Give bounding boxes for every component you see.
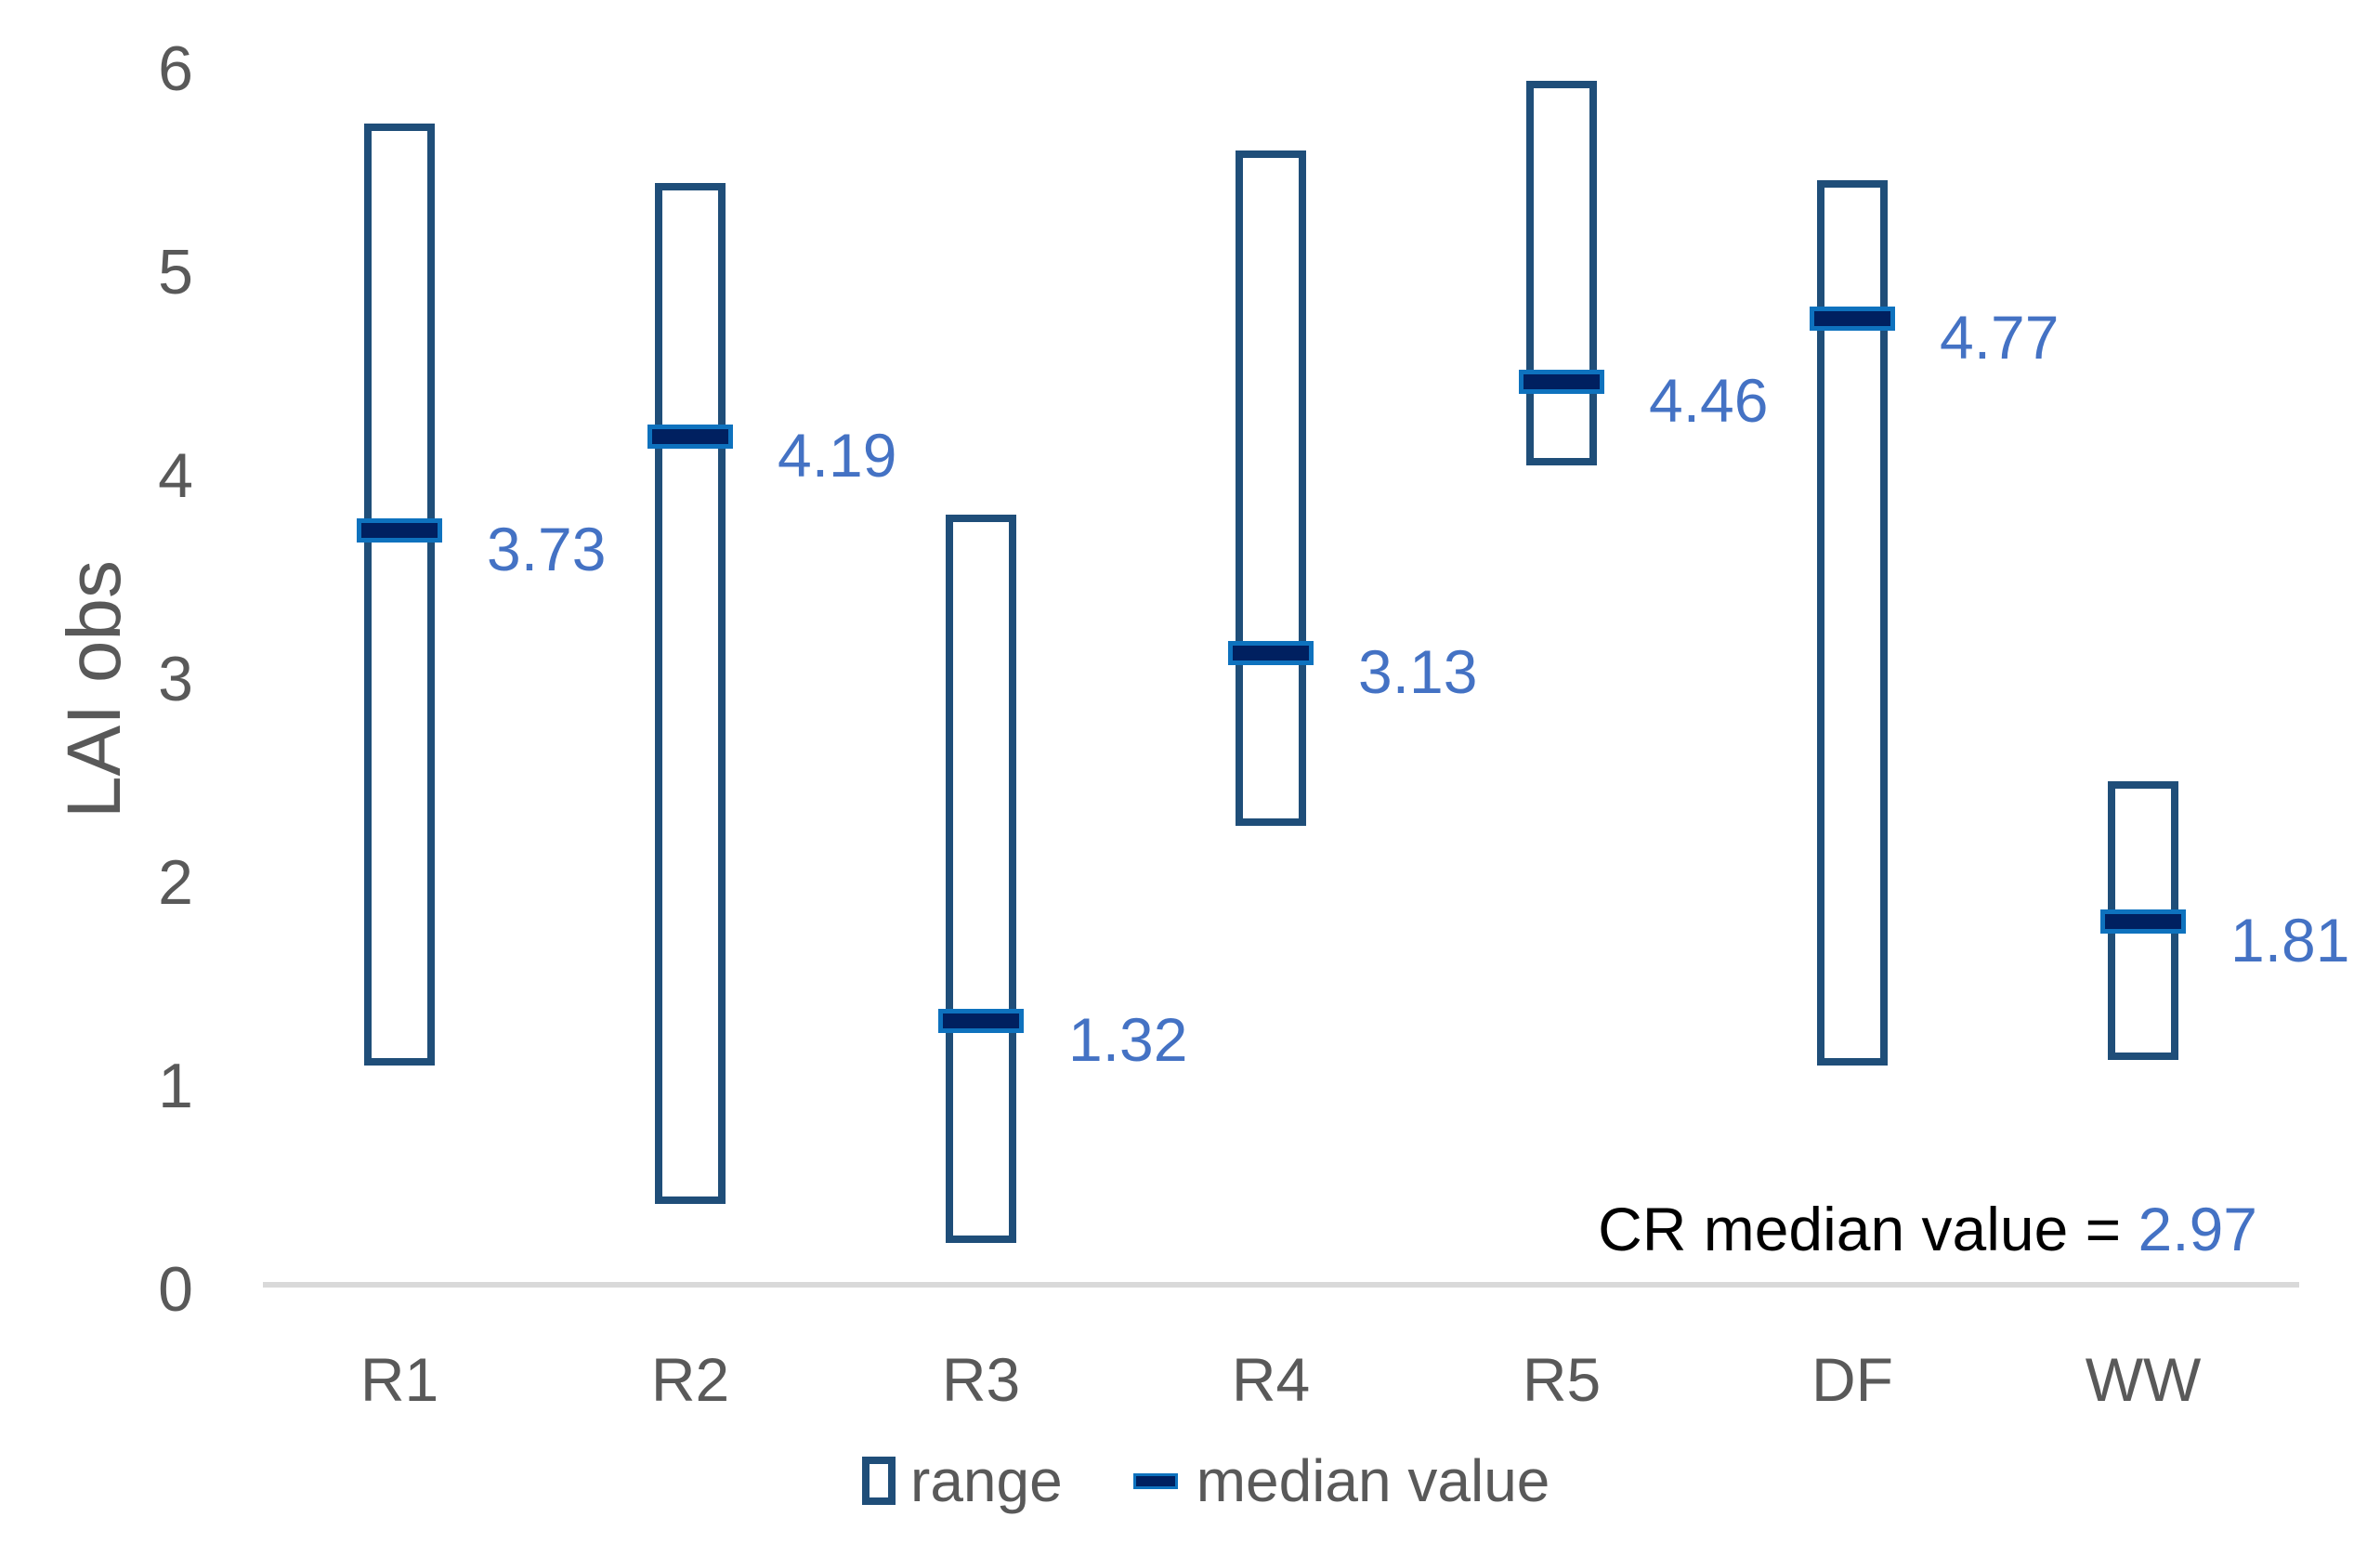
- annotation-text: CR median value =: [1598, 1195, 2138, 1263]
- y-tick-label: 4: [158, 440, 193, 511]
- median-value-label: 3.13: [1358, 637, 1478, 706]
- range-legend-icon: [862, 1457, 896, 1505]
- range-legend-label: range: [910, 1447, 1063, 1514]
- y-tick-label: 5: [158, 237, 193, 307]
- median-line: [647, 425, 733, 449]
- median-line: [2100, 909, 2186, 934]
- range-bar: [1526, 81, 1597, 465]
- y-tick-label: 1: [158, 1051, 193, 1121]
- x-axis-label: WW: [2085, 1345, 2202, 1414]
- y-tick-label: 0: [158, 1254, 193, 1325]
- median-value-label: 4.46: [1649, 366, 1769, 435]
- median-line: [1228, 641, 1314, 665]
- median-value-label: 4.77: [1940, 303, 2060, 372]
- y-tick-label: 2: [158, 847, 193, 918]
- median-value-label: 3.73: [487, 515, 607, 583]
- x-axis-label: R1: [360, 1345, 439, 1414]
- x-axis-label: R4: [1231, 1345, 1311, 1414]
- annotation-value: 2.97: [2138, 1195, 2257, 1263]
- range-bar: [655, 183, 726, 1204]
- median-line: [1519, 370, 1604, 394]
- x-axis-label: R3: [941, 1345, 1021, 1414]
- median-line: [1810, 307, 1895, 331]
- cr-median-annotation: CR median value = 2.97: [1449, 1192, 2257, 1266]
- median-line: [357, 518, 442, 543]
- median-value-label: 1.32: [1068, 1005, 1188, 1074]
- y-tick-label: 3: [158, 644, 193, 714]
- y-tick-label: 6: [158, 33, 193, 104]
- range-bar: [364, 124, 435, 1066]
- range-bar: [1236, 150, 1306, 826]
- median-legend-label: median value: [1196, 1447, 1550, 1514]
- x-axis-label: DF: [1811, 1345, 1893, 1414]
- range-bar: [946, 515, 1016, 1243]
- median-value-label: 1.81: [2230, 906, 2350, 974]
- median-value-label: 4.19: [778, 421, 897, 490]
- median-legend-icon: [1132, 1472, 1178, 1489]
- legend: range median value: [862, 1438, 1550, 1523]
- x-axis-line: [263, 1282, 2299, 1288]
- median-line: [938, 1009, 1024, 1033]
- x-axis-label: R5: [1522, 1345, 1602, 1414]
- x-axis-label: R2: [650, 1345, 730, 1414]
